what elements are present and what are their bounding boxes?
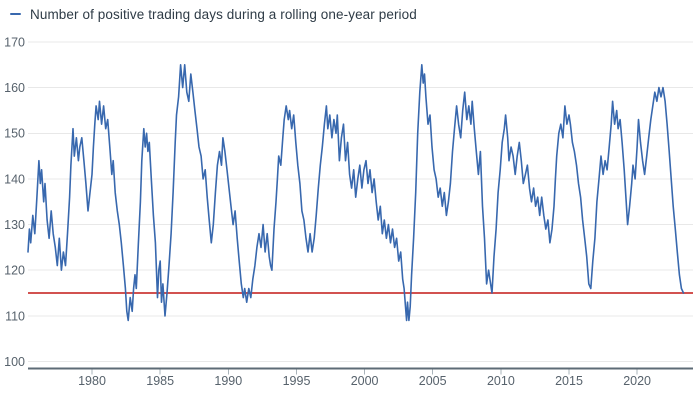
y-axis-label: 140 [4, 172, 25, 186]
y-axis-label: 150 [4, 127, 25, 141]
y-axis-label: 100 [4, 355, 25, 369]
y-axis-label: 170 [4, 35, 25, 49]
y-axis-label: 160 [4, 81, 25, 95]
legend: Number of positive trading days during a… [10, 5, 417, 23]
legend-line-marker [10, 12, 21, 16]
y-axis-label: 120 [4, 264, 25, 278]
x-axis-label: 2020 [623, 374, 651, 388]
legend-label: Number of positive trading days during a… [30, 6, 417, 22]
x-axis-label: 1990 [214, 374, 242, 388]
x-axis-label: 1995 [283, 374, 311, 388]
x-axis-label: 2005 [419, 374, 447, 388]
x-axis-label: 2000 [351, 374, 379, 388]
y-axis-label: 110 [5, 309, 25, 323]
y-axis-label: 130 [4, 218, 25, 232]
x-axis-label: 2015 [555, 374, 583, 388]
series-line [27, 64, 685, 322]
x-axis-label: 1980 [78, 374, 106, 388]
x-axis-label: 1985 [146, 374, 174, 388]
x-axis-label: 2010 [487, 374, 515, 388]
